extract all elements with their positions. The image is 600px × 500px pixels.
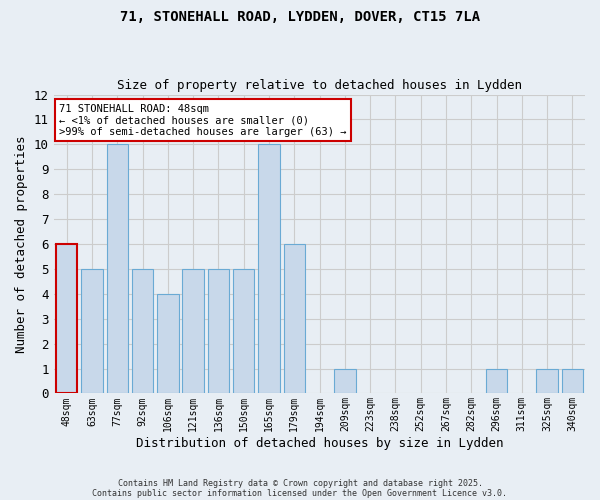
Text: 71, STONEHALL ROAD, LYDDEN, DOVER, CT15 7LA: 71, STONEHALL ROAD, LYDDEN, DOVER, CT15 …: [120, 10, 480, 24]
Bar: [536, 368, 558, 394]
Title: Size of property relative to detached houses in Lydden: Size of property relative to detached ho…: [117, 79, 522, 92]
Bar: [208, 269, 229, 394]
Bar: [132, 269, 154, 394]
Bar: [182, 269, 204, 394]
Bar: [486, 368, 507, 394]
Text: Contains HM Land Registry data © Crown copyright and database right 2025.: Contains HM Land Registry data © Crown c…: [118, 478, 482, 488]
Bar: [81, 269, 103, 394]
Bar: [157, 294, 179, 394]
Bar: [284, 244, 305, 394]
Bar: [233, 269, 254, 394]
Y-axis label: Number of detached properties: Number of detached properties: [15, 135, 28, 352]
Text: 71 STONEHALL ROAD: 48sqm
← <1% of detached houses are smaller (0)
>99% of semi-d: 71 STONEHALL ROAD: 48sqm ← <1% of detach…: [59, 104, 347, 136]
Bar: [107, 144, 128, 394]
Bar: [56, 244, 77, 394]
Bar: [258, 144, 280, 394]
X-axis label: Distribution of detached houses by size in Lydden: Distribution of detached houses by size …: [136, 437, 503, 450]
Bar: [334, 368, 356, 394]
Text: Contains public sector information licensed under the Open Government Licence v3: Contains public sector information licen…: [92, 488, 508, 498]
Bar: [562, 368, 583, 394]
